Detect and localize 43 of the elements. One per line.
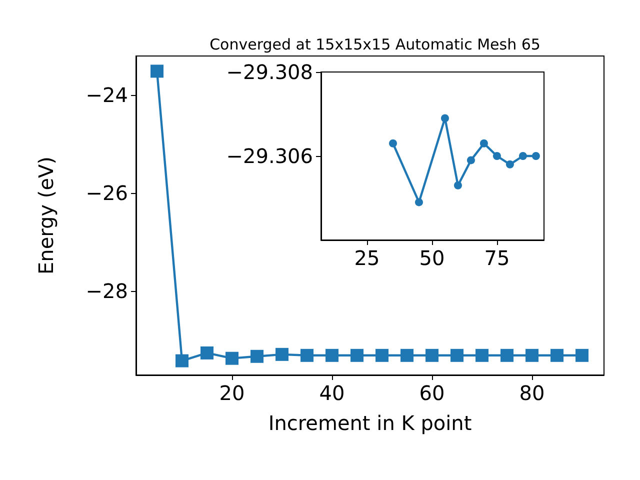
point: [276, 348, 288, 361]
point: [250, 350, 264, 363]
point: [550, 348, 564, 362]
y-axis-title: Energy (eV): [34, 156, 58, 274]
point: [150, 64, 164, 78]
point: [526, 348, 538, 362]
x-tick-label: 60: [419, 381, 445, 405]
point: [506, 160, 514, 168]
x-tick-label: 50: [419, 246, 445, 270]
point: [400, 348, 414, 362]
point: [450, 348, 464, 362]
point: [532, 152, 540, 160]
point: [350, 348, 364, 362]
point: [426, 348, 438, 362]
x-tick-label: 80: [519, 381, 545, 405]
point: [440, 114, 449, 122]
point: [376, 348, 388, 362]
y-tick-label: −29.306: [226, 144, 313, 168]
point: [480, 139, 488, 148]
point: [454, 181, 462, 190]
x-tick-label: 20: [219, 381, 245, 405]
x-tick-label: 40: [319, 381, 345, 405]
y-tick-label: −28: [86, 279, 128, 304]
point: [476, 348, 488, 362]
point: [576, 348, 588, 362]
point: [200, 346, 214, 360]
point: [466, 156, 475, 164]
x-axis-title: Increment in K point: [268, 411, 472, 435]
x-tick-label: 25: [354, 246, 380, 270]
point: [326, 348, 338, 362]
y-tick-label: −24: [86, 83, 128, 108]
point: [414, 198, 423, 206]
y-tick-label: −26: [86, 181, 128, 206]
y-tick-label: −29.308: [226, 60, 313, 84]
point: [492, 152, 501, 160]
x-tick-label: 75: [484, 246, 510, 270]
point: [176, 354, 188, 368]
chart-title: Converged at 15x15x15 Automatic Mesh 65: [210, 36, 540, 54]
point: [300, 348, 314, 362]
point: [518, 152, 527, 160]
point: [226, 352, 238, 365]
point: [389, 139, 397, 148]
point: [500, 348, 514, 362]
